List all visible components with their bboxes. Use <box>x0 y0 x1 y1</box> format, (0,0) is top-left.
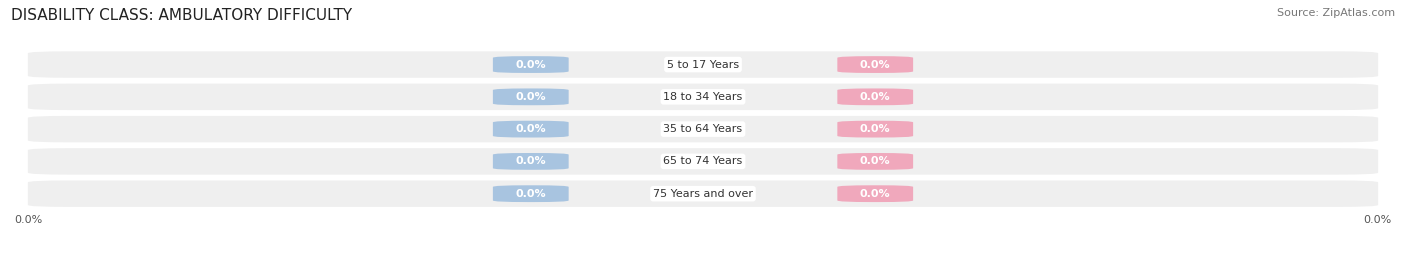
FancyBboxPatch shape <box>838 185 912 202</box>
FancyBboxPatch shape <box>494 56 568 73</box>
Text: 5 to 17 Years: 5 to 17 Years <box>666 59 740 70</box>
Text: 75 Years and over: 75 Years and over <box>652 189 754 199</box>
FancyBboxPatch shape <box>494 121 568 137</box>
FancyBboxPatch shape <box>838 89 912 105</box>
Text: Source: ZipAtlas.com: Source: ZipAtlas.com <box>1277 8 1395 18</box>
FancyBboxPatch shape <box>28 148 1378 175</box>
Text: 35 to 64 Years: 35 to 64 Years <box>664 124 742 134</box>
Text: 0.0%: 0.0% <box>516 189 546 199</box>
FancyBboxPatch shape <box>838 121 912 137</box>
Text: 0.0%: 0.0% <box>516 156 546 167</box>
Text: 0.0%: 0.0% <box>860 124 890 134</box>
Text: 0.0%: 0.0% <box>860 156 890 167</box>
Text: 18 to 34 Years: 18 to 34 Years <box>664 92 742 102</box>
Text: 0.0%: 0.0% <box>516 59 546 70</box>
Text: 0.0%: 0.0% <box>860 92 890 102</box>
Text: 0.0%: 0.0% <box>14 215 42 225</box>
Text: 0.0%: 0.0% <box>516 92 546 102</box>
FancyBboxPatch shape <box>28 180 1378 207</box>
FancyBboxPatch shape <box>494 153 568 170</box>
Text: 0.0%: 0.0% <box>1364 215 1392 225</box>
FancyBboxPatch shape <box>28 84 1378 110</box>
FancyBboxPatch shape <box>28 51 1378 78</box>
FancyBboxPatch shape <box>494 89 568 105</box>
FancyBboxPatch shape <box>494 185 568 202</box>
Text: 0.0%: 0.0% <box>860 59 890 70</box>
FancyBboxPatch shape <box>838 56 912 73</box>
Text: 65 to 74 Years: 65 to 74 Years <box>664 156 742 167</box>
Text: 0.0%: 0.0% <box>860 189 890 199</box>
FancyBboxPatch shape <box>838 153 912 170</box>
FancyBboxPatch shape <box>28 116 1378 142</box>
Text: DISABILITY CLASS: AMBULATORY DIFFICULTY: DISABILITY CLASS: AMBULATORY DIFFICULTY <box>11 8 353 23</box>
Text: 0.0%: 0.0% <box>516 124 546 134</box>
